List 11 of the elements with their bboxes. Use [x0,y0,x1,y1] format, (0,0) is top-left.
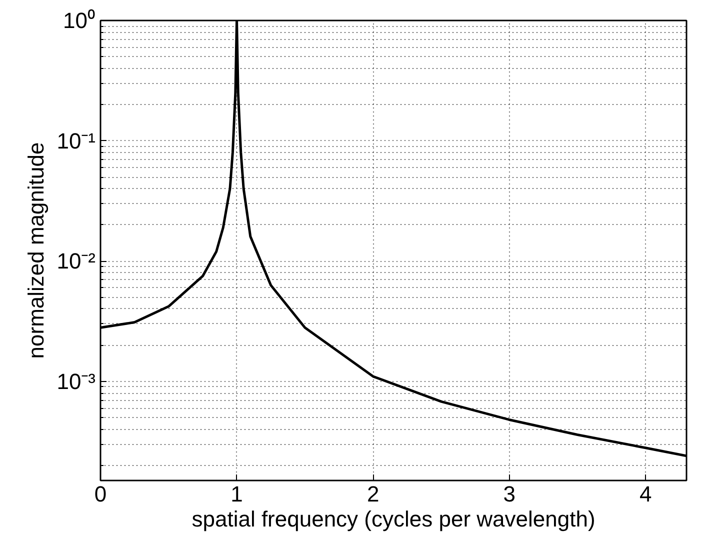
x-tick-label: 2 [366,482,380,506]
x-tick-label: 0 [94,482,107,506]
y-tick-label: 10⁻¹ [56,128,96,154]
y-tick-label: 10⁻² [56,248,96,274]
y-tick-label: 10⁻³ [56,368,96,394]
x-tick-label: 3 [503,482,516,506]
x-axis-title: spatial frequency (cycles per wavelength) [192,506,596,532]
x-tick-label: 1 [230,482,243,506]
y-axis-title: normalized magnitude [24,142,49,359]
x-tick-label: 4 [640,482,652,506]
y-tick-label: 10⁰ [63,8,96,33]
